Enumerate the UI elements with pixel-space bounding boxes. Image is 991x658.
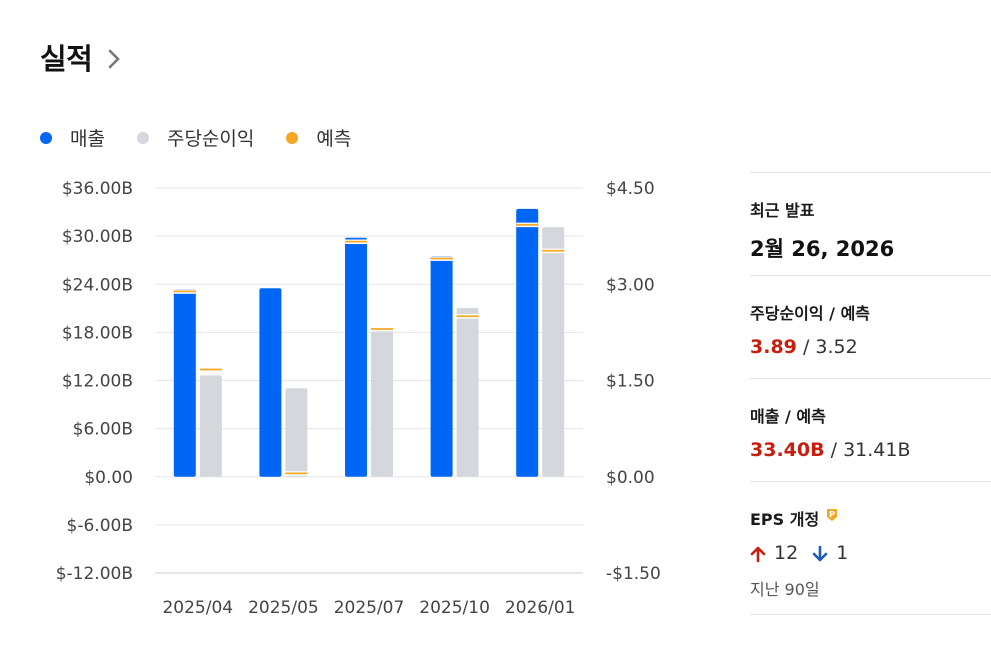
revenue-actual: 33.40B <box>750 439 825 461</box>
y-tick-left: $12.00B <box>62 372 133 392</box>
eps-revision-counts: 12 1 <box>750 542 991 564</box>
revenue-value: 33.40B / 31.41B <box>750 439 991 461</box>
y-tick-left: $30.00B <box>62 227 133 247</box>
revenue-separator: / <box>830 439 838 461</box>
latest-report-section: 최근 발표 2월 26, 2026 <box>750 172 991 275</box>
x-tick-label: 2026/01 <box>505 598 576 618</box>
eps-revision-title: EPS 개정 <box>750 510 820 529</box>
x-tick-label: 2025/10 <box>419 598 490 618</box>
revenue-bar <box>430 256 453 477</box>
eps-dot-icon <box>136 131 149 144</box>
y-tick-right: $4.50 <box>606 179 655 199</box>
y-tick-left: $-12.00B <box>56 564 133 584</box>
legend-label: 예측 <box>316 128 352 150</box>
revenue-section: 매출 / 예측 33.40B / 31.41B <box>750 378 991 481</box>
page-title: 실적 <box>40 42 93 76</box>
latest-report-date: 2월 26, 2026 <box>750 237 895 261</box>
eps-section: 주당순이익 / 예측 3.89 / 3.52 <box>750 275 991 378</box>
y-tick-right: -$1.50 <box>606 564 661 584</box>
legend-item-forecast: 예측 <box>286 124 351 151</box>
arrow-down-icon <box>812 545 828 561</box>
chevron-right-icon <box>109 49 121 69</box>
y-tick-right: $0.00 <box>606 468 655 488</box>
eps-bar <box>285 388 308 477</box>
arrow-up-icon <box>750 546 766 562</box>
forecast-dot-icon <box>286 131 299 144</box>
y-tick-left: $36.00B <box>62 179 133 199</box>
eps-actual: 3.89 <box>750 336 797 358</box>
svg-text:P: P <box>829 510 835 519</box>
earnings-summary: 최근 발표 2월 26, 2026 주당순이익 / 예측 3.89 / 3.52… <box>750 172 991 615</box>
eps-bar <box>456 307 479 477</box>
section-header[interactable]: 실적 <box>40 36 122 78</box>
x-tick-label: 2025/07 <box>334 598 405 618</box>
revenue-bar <box>259 288 282 477</box>
eps-bar <box>199 375 222 477</box>
legend-label: 매출 <box>70 128 105 150</box>
legend-label: 주당순이익 <box>166 128 255 150</box>
y-tick-left: $24.00B <box>62 275 133 295</box>
revision-down-count: 1 <box>836 542 849 564</box>
y-tick-left: $6.00B <box>73 420 133 440</box>
revenue-bar <box>345 237 367 477</box>
earnings-chart: $36.00B $30.00B $24.00B $18.00B $12.00B $6.00… <box>56 179 661 618</box>
revenue-label: 매출 / 예측 <box>750 407 826 426</box>
eps-bar <box>542 227 565 477</box>
revenue-estimate: 31.41B <box>843 439 911 461</box>
revenue-bar <box>173 289 196 477</box>
chart-legend: 매출 주당순이익 예측 <box>40 124 383 151</box>
pro-badge-icon[interactable]: P <box>825 508 839 522</box>
x-tick-label: 2025/04 <box>162 598 233 618</box>
revision-period: 지난 90일 <box>750 580 820 599</box>
revenue-bar <box>516 208 539 477</box>
revision-up-count: 12 <box>774 542 799 564</box>
y-tick-right: $1.50 <box>606 372 655 392</box>
x-tick-label: 2025/05 <box>248 598 319 618</box>
y-tick-left: $0.00 <box>84 468 133 488</box>
latest-report-label: 최근 발표 <box>750 201 815 220</box>
eps-bar <box>371 329 393 477</box>
eps-value: 3.89 / 3.52 <box>750 336 991 358</box>
eps-label: 주당순이익 / 예측 <box>750 304 871 323</box>
eps-revision-section: EPS 개정 P 12 1 지난 90일 <box>750 481 991 615</box>
legend-item-revenue: 매출 <box>40 124 105 151</box>
eps-separator: / <box>802 336 810 358</box>
eps-revision-label: EPS 개정 P <box>750 506 991 530</box>
eps-estimate: 3.52 <box>815 336 858 358</box>
y-tick-left: $18.00B <box>62 323 133 343</box>
y-tick-left: $-6.00B <box>67 516 133 536</box>
revenue-dot-icon <box>40 131 52 144</box>
legend-item-eps: 주당순이익 <box>136 124 255 151</box>
y-tick-right: $3.00 <box>606 275 655 295</box>
